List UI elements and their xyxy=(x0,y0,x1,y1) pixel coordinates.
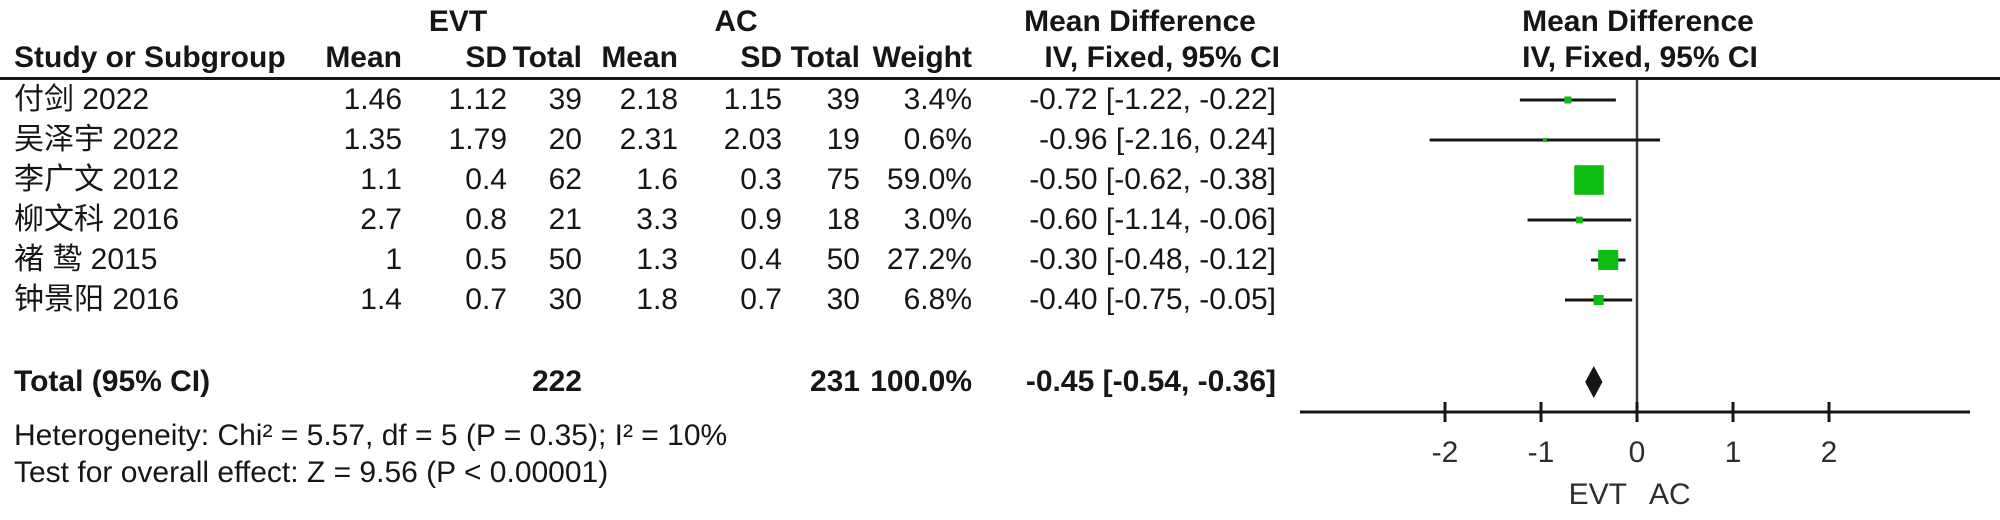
ac-sd: 0.4 xyxy=(740,243,782,276)
total-weight: 100.0% xyxy=(870,365,972,398)
ac-mean: 1.3 xyxy=(636,243,678,276)
evt-mean: 1.46 xyxy=(343,83,402,116)
col-header-evt-mean: Mean xyxy=(325,41,402,74)
study-name: 褚 鸷 2015 xyxy=(14,243,158,276)
ac-sd: 0.3 xyxy=(740,163,782,196)
study-weight: 59.0% xyxy=(886,163,972,196)
ac-total: 50 xyxy=(826,243,860,276)
col-header-evt-total: Total xyxy=(512,41,582,74)
ac-mean: 2.31 xyxy=(619,123,678,156)
evt-total: 62 xyxy=(548,163,582,196)
axis-tick-label: 0 xyxy=(1629,436,1646,469)
study-ci-value: -0.30 [-0.48, -0.12] xyxy=(1029,243,1276,276)
ac-sd: 1.15 xyxy=(723,83,782,116)
study-ci-value: -0.60 [-1.14, -0.06] xyxy=(1029,203,1276,236)
heterogeneity-text: Heterogeneity: Chi² = 5.57, df = 5 (P = … xyxy=(14,419,728,452)
study-ci-value: -0.72 [-1.22, -0.22] xyxy=(1029,83,1276,116)
study-weight: 3.0% xyxy=(903,203,972,236)
axis-tick-label: -2 xyxy=(1432,436,1459,469)
study-row: 钟景阳 2016 1.4 0.7 30 1.8 0.7 30 6.8% -0.40 [-0.75… xyxy=(0,280,2000,320)
col-header-weight: Weight xyxy=(872,41,972,74)
study-weight: 6.8% xyxy=(903,283,972,316)
ac-mean: 2.18 xyxy=(619,83,678,116)
evt-total: 20 xyxy=(548,123,582,156)
evt-mean: 1.35 xyxy=(343,123,402,156)
col-header-ac-mean: Mean xyxy=(601,41,678,74)
evt-mean: 1 xyxy=(385,243,402,276)
study-row: 褚 鸷 2015 1 0.5 50 1.3 0.4 50 27.2% -0.30 [-0.48,… xyxy=(0,240,2000,280)
axis-tick-label: -1 xyxy=(1528,436,1555,469)
study-ci-value: -0.96 [-2.16, 0.24] xyxy=(1039,123,1276,156)
effect-square xyxy=(1576,216,1583,224)
effect-square xyxy=(1542,138,1547,142)
axis-tick-label: 2 xyxy=(1821,436,1838,469)
evt-total: 21 xyxy=(548,203,582,236)
evt-total: 39 xyxy=(548,83,582,116)
axis-tick-label: 1 xyxy=(1725,436,1742,469)
effect-column-title: Mean Difference xyxy=(1024,5,1256,38)
study-name: 付剑 2022 xyxy=(14,83,150,116)
col-header-ac-total: Total xyxy=(790,41,860,74)
study-weight: 0.6% xyxy=(903,123,972,156)
col-header-plot-ci: IV, Fixed, 95% CI xyxy=(1522,41,1758,74)
study-weight: 27.2% xyxy=(886,243,972,276)
evt-sd: 0.8 xyxy=(465,203,507,236)
evt-sd: 0.4 xyxy=(465,163,507,196)
ac-total: 39 xyxy=(826,83,860,116)
ac-total: 75 xyxy=(826,163,860,196)
effect-square xyxy=(1564,96,1572,104)
ac-mean: 1.8 xyxy=(636,283,678,316)
study-name: 李广文 2012 xyxy=(14,163,180,196)
evt-sd: 0.7 xyxy=(465,283,507,316)
study-weight: 3.4% xyxy=(903,83,972,116)
ac-total: 18 xyxy=(826,203,860,236)
total-row: Total (95% CI) 222 231 100.0% -0.45 [-0.… xyxy=(0,362,2000,402)
pooled-diamond xyxy=(1585,366,1603,398)
ac-sd: 0.9 xyxy=(740,203,782,236)
evt-mean: 1.1 xyxy=(360,163,402,196)
ac-sd: 0.7 xyxy=(740,283,782,316)
study-ci-value: -0.50 [-0.62, -0.38] xyxy=(1029,163,1276,196)
evt-sd: 1.79 xyxy=(448,123,507,156)
overall-effect-text: Test for overall effect: Z = 9.56 (P < 0… xyxy=(14,456,609,489)
col-header-evt-sd: SD xyxy=(465,41,507,74)
ac-sd: 2.03 xyxy=(723,123,782,156)
favours-right-label: AC xyxy=(1649,478,1691,511)
study-row: 吴泽宇 2022 1.35 1.79 20 2.31 2.03 19 0.6% -0.96 [-… xyxy=(0,120,2000,160)
study-row: 柳文科 2016 2.7 0.8 21 3.3 0.9 18 3.0% -0.60 [-1.14… xyxy=(0,200,2000,240)
ac-total: 19 xyxy=(826,123,860,156)
plot-column-title: Mean Difference xyxy=(1522,5,1754,38)
group-header-ac: AC xyxy=(714,5,758,38)
total-label: Total (95% CI) xyxy=(14,365,211,398)
col-header-effect-ci: IV, Fixed, 95% CI xyxy=(1044,41,1280,74)
study-ci-value: -0.40 [-0.75, -0.05] xyxy=(1029,283,1276,316)
ac-total: 30 xyxy=(826,283,860,316)
effect-square xyxy=(1593,294,1604,306)
col-header-ac-sd: SD xyxy=(740,41,782,74)
study-name: 钟景阳 2016 xyxy=(14,283,180,316)
evt-mean: 1.4 xyxy=(360,283,402,316)
study-row: 李广文 2012 1.1 0.4 62 1.6 0.3 75 59.0% -0.50 [-0.6… xyxy=(0,160,2000,200)
study-name: 柳文科 2016 xyxy=(14,203,180,236)
total-ac-n: 231 xyxy=(809,365,860,398)
total-ci-value: -0.45 [-0.54, -0.36] xyxy=(1025,365,1276,398)
study-name: 吴泽宇 2022 xyxy=(14,123,180,156)
evt-sd: 0.5 xyxy=(465,243,507,276)
evt-mean: 2.7 xyxy=(360,203,402,236)
effect-square xyxy=(1574,165,1604,195)
evt-total: 30 xyxy=(548,283,582,316)
effect-square xyxy=(1598,249,1619,271)
study-row: 付剑 2022 1.46 1.12 39 2.18 1.15 39 3.4% -0.72 [-1… xyxy=(0,80,2000,120)
ac-mean: 1.6 xyxy=(636,163,678,196)
evt-sd: 1.12 xyxy=(448,83,507,116)
favours-left-label: EVT xyxy=(1569,478,1627,511)
header-underline xyxy=(0,77,2000,80)
total-evt-n: 222 xyxy=(531,365,582,398)
ac-mean: 3.3 xyxy=(636,203,678,236)
group-header-evt: EVT xyxy=(428,5,488,38)
evt-total: 50 xyxy=(548,243,582,276)
col-header-study: Study or Subgroup xyxy=(14,41,286,74)
